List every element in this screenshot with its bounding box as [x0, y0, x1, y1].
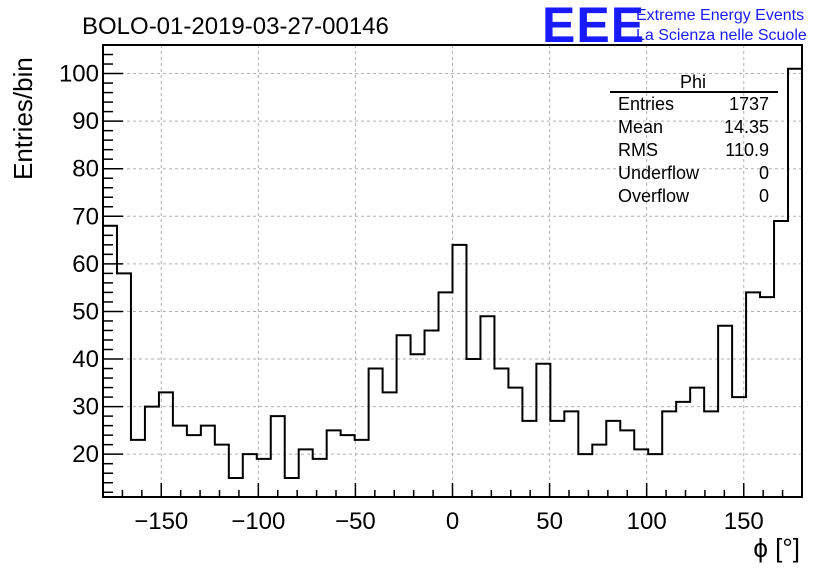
stats-value-mean: 14.35 — [724, 117, 769, 137]
stats-label-rms: RMS — [618, 140, 658, 160]
logo-line-1: Extreme Energy Events — [636, 7, 804, 24]
stats-value-rms: 110.9 — [725, 140, 769, 160]
x-tick-label: −100 — [231, 508, 285, 535]
x-tick-label: −50 — [335, 508, 376, 535]
stats-box: Phi Entries 1737 Mean 14.35 RMS 110.9 Un… — [610, 72, 778, 206]
x-tick-label: 100 — [627, 508, 667, 535]
logo-line-2: La Scienza nelle Scuole — [636, 27, 807, 44]
x-tick-label: −150 — [134, 508, 188, 535]
y-tick-label: 50 — [72, 298, 99, 325]
y-tick-label: 100 — [59, 61, 99, 88]
eee-logo: EEE Extreme Energy Events La Scienza nel… — [542, 0, 807, 53]
x-tick-label: 150 — [724, 508, 764, 535]
axis-tick-labels: −150 −100 −50 0 50 100 150 20 30 40 50 60 70 80 90 100 — [59, 61, 764, 535]
y-tick-label: 60 — [72, 251, 99, 278]
y-tick-label: 90 — [72, 108, 99, 135]
stats-value-overflow: 0 — [759, 186, 769, 206]
x-tick-label: 0 — [446, 508, 459, 535]
stats-label-mean: Mean — [618, 117, 663, 137]
stats-title: Phi — [680, 72, 706, 92]
chart-title: BOLO-01-2019-03-27-00146 — [82, 13, 389, 40]
histogram-outline — [103, 67, 802, 479]
y-tick-label: 80 — [72, 156, 99, 183]
x-axis-title: ϕ [°] — [753, 533, 800, 563]
axis-ticks — [103, 53, 784, 497]
stats-value-underflow: 0 — [759, 163, 769, 183]
x-tick-label: 50 — [536, 508, 563, 535]
y-tick-label: 70 — [72, 203, 99, 230]
y-axis-title: Entries/bin — [8, 57, 38, 180]
y-tick-label: 30 — [72, 394, 99, 421]
y-tick-label: 20 — [72, 441, 99, 468]
y-tick-label: 40 — [72, 346, 99, 373]
stats-label-underflow: Underflow — [618, 163, 700, 183]
stats-label-overflow: Overflow — [618, 186, 690, 206]
logo-mark: EEE — [542, 0, 645, 53]
stats-value-entries: 1737 — [729, 94, 769, 114]
stats-label-entries: Entries — [618, 94, 674, 114]
